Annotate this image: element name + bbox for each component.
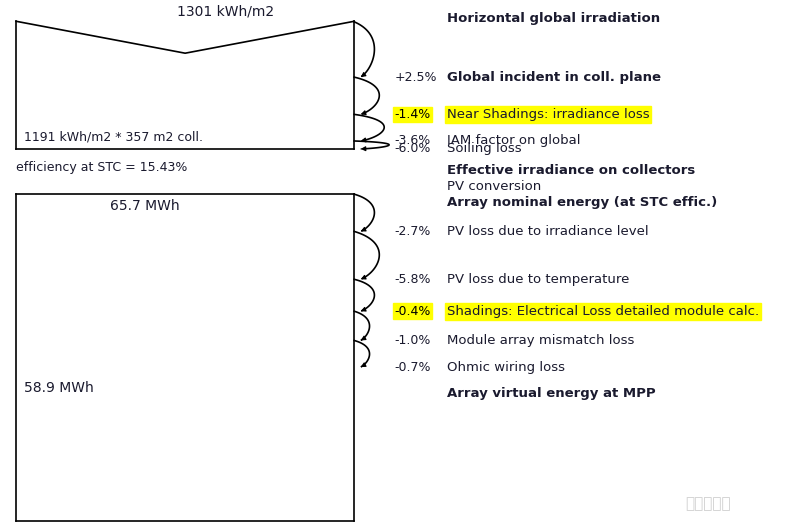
Text: efficiency at STC = 15.43%: efficiency at STC = 15.43% bbox=[16, 161, 188, 174]
Text: PV conversion: PV conversion bbox=[447, 180, 541, 193]
Text: 58.9 MWh: 58.9 MWh bbox=[24, 381, 94, 395]
Text: PV loss due to temperature: PV loss due to temperature bbox=[447, 273, 630, 286]
Text: 65.7 MWh: 65.7 MWh bbox=[110, 200, 180, 213]
Text: 坤德拉学院: 坤德拉学院 bbox=[686, 496, 731, 511]
Text: Module array mismatch loss: Module array mismatch loss bbox=[447, 334, 634, 347]
Text: Array nominal energy (at STC effic.): Array nominal energy (at STC effic.) bbox=[447, 196, 717, 209]
Text: Horizontal global irradiation: Horizontal global irradiation bbox=[447, 12, 660, 25]
Text: Array virtual energy at MPP: Array virtual energy at MPP bbox=[447, 387, 655, 400]
Text: -1.4%: -1.4% bbox=[394, 108, 431, 121]
Text: Effective irradiance on collectors: Effective irradiance on collectors bbox=[447, 164, 695, 177]
Text: 1191 kWh/m2 * 357 m2 coll.: 1191 kWh/m2 * 357 m2 coll. bbox=[24, 131, 203, 144]
Text: -6.0%: -6.0% bbox=[394, 143, 431, 155]
Text: -1.0%: -1.0% bbox=[394, 334, 431, 347]
Text: -5.8%: -5.8% bbox=[394, 273, 431, 286]
Text: Global incident in coll. plane: Global incident in coll. plane bbox=[447, 71, 661, 84]
Text: -3.6%: -3.6% bbox=[394, 135, 431, 147]
Text: 1301 kWh/m2: 1301 kWh/m2 bbox=[177, 5, 274, 19]
Text: -2.7%: -2.7% bbox=[394, 225, 431, 238]
Text: Ohmic wiring loss: Ohmic wiring loss bbox=[447, 361, 565, 373]
Text: +2.5%: +2.5% bbox=[394, 71, 437, 84]
Text: Soiling loss: Soiling loss bbox=[447, 143, 522, 155]
Text: Shadings: Electrical Loss detailed module calc.: Shadings: Electrical Loss detailed modul… bbox=[447, 305, 759, 318]
Text: Near Shadings: irradiance loss: Near Shadings: irradiance loss bbox=[447, 108, 650, 121]
Text: -0.7%: -0.7% bbox=[394, 361, 431, 373]
Text: PV loss due to irradiance level: PV loss due to irradiance level bbox=[447, 225, 648, 238]
Text: -0.4%: -0.4% bbox=[394, 305, 431, 318]
Text: IAM factor on global: IAM factor on global bbox=[447, 135, 580, 147]
